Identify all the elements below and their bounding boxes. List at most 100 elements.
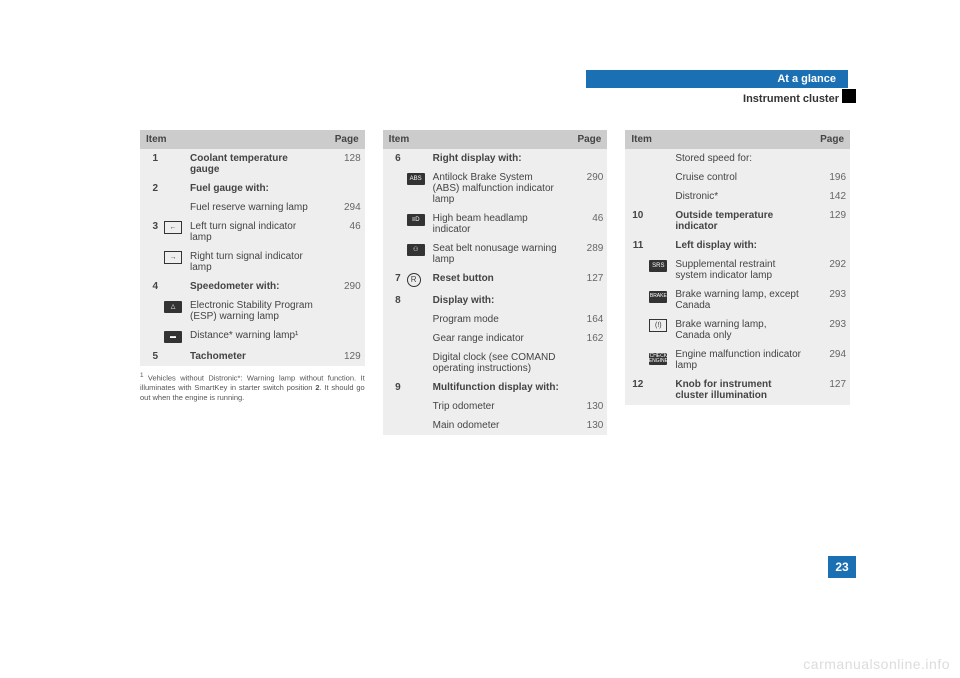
- row-page: [563, 149, 607, 168]
- table-2: Item Page 6Right display with:ABSAntiloc…: [383, 130, 608, 435]
- row-page: [321, 326, 365, 347]
- row-label: Program mode: [429, 310, 564, 329]
- table-row: Trip odometer130: [383, 397, 608, 416]
- row-page: 290: [321, 277, 365, 296]
- table-row: 8Display with:: [383, 291, 608, 310]
- row-label: Cruise control: [671, 168, 806, 187]
- row-num: [140, 247, 160, 277]
- row-page: 46: [563, 209, 607, 239]
- row-num: [625, 168, 645, 187]
- row-label: Left display with:: [671, 236, 806, 255]
- row-page: 130: [563, 416, 607, 435]
- row-num: [383, 209, 403, 239]
- row-page: 164: [563, 310, 607, 329]
- section-subtitle: Instrument cluster: [743, 90, 839, 108]
- row-icon: △: [160, 296, 186, 326]
- row-label: Brake warning lamp, except Canada: [671, 285, 806, 315]
- row-icon: [403, 348, 429, 378]
- table-row: 11Left display with:: [625, 236, 850, 255]
- row-num: [383, 348, 403, 378]
- row-num: [625, 345, 645, 375]
- row-num: [383, 397, 403, 416]
- row-icon: [645, 149, 671, 168]
- table-row: Program mode164: [383, 310, 608, 329]
- row-label: Supplemental restraint system indicator …: [671, 255, 806, 285]
- row-label: Fuel reserve warning lamp: [186, 198, 321, 217]
- row-num: 8: [383, 291, 403, 310]
- header-marker: [842, 89, 856, 103]
- row-page: 293: [806, 285, 850, 315]
- footnote-sup: 1: [140, 372, 143, 379]
- row-icon: [160, 277, 186, 296]
- row-num: 9: [383, 378, 403, 397]
- row-icon: [403, 397, 429, 416]
- row-label: Coolant temperature gauge: [186, 149, 321, 179]
- row-label: Reset button: [429, 269, 564, 291]
- row-page: 290: [563, 168, 607, 209]
- row-icon: CHECK ENGINE: [645, 345, 671, 375]
- row-page: 129: [321, 347, 365, 366]
- row-icon: ≡D: [403, 209, 429, 239]
- table-row: →Right turn signal indicator lamp: [140, 247, 365, 277]
- table-row: 9Multifunction display with:: [383, 378, 608, 397]
- row-icon: [403, 416, 429, 435]
- row-num: [383, 168, 403, 209]
- row-num: 5: [140, 347, 160, 366]
- row-icon: BRAKE: [645, 285, 671, 315]
- table-row: 3←Left turn signal indicator lamp46: [140, 217, 365, 247]
- table-row: Main odometer130: [383, 416, 608, 435]
- table-row: Distronic*142: [625, 187, 850, 206]
- table-row: 2Fuel gauge with:: [140, 179, 365, 198]
- row-icon: ⚇: [403, 239, 429, 269]
- row-num: [383, 239, 403, 269]
- row-label: Distance* warning lamp¹: [186, 326, 321, 347]
- table-row: (!)Brake warning lamp, Canada only293: [625, 315, 850, 345]
- row-page: [806, 236, 850, 255]
- table-row: Fuel reserve warning lamp294: [140, 198, 365, 217]
- row-num: [140, 296, 160, 326]
- table-row: 7RReset button127: [383, 269, 608, 291]
- row-num: [625, 285, 645, 315]
- row-label: Knob for instrument cluster illumination: [671, 375, 806, 405]
- th-page: Page: [806, 130, 850, 149]
- row-icon: [160, 149, 186, 179]
- column-2: Item Page 6Right display with:ABSAntiloc…: [383, 130, 608, 435]
- row-label: High beam headlamp indicator: [429, 209, 564, 239]
- row-num: 7: [383, 269, 403, 291]
- row-page: 127: [563, 269, 607, 291]
- row-page: [563, 291, 607, 310]
- row-page: 127: [806, 375, 850, 405]
- row-num: 12: [625, 375, 645, 405]
- row-icon: [645, 187, 671, 206]
- row-num: 4: [140, 277, 160, 296]
- row-page: 196: [806, 168, 850, 187]
- watermark: carmanualsonline.info: [803, 656, 950, 672]
- row-num: [383, 310, 403, 329]
- row-label: Gear range indicator: [429, 329, 564, 348]
- row-page: 129: [806, 206, 850, 236]
- table-row: Gear range indicator162: [383, 329, 608, 348]
- row-icon: ABS: [403, 168, 429, 209]
- table-row: 12 Knob for instrument cluster illuminati…: [625, 375, 850, 405]
- row-icon: →: [160, 247, 186, 277]
- row-page: 294: [321, 198, 365, 217]
- row-label: Main odometer: [429, 416, 564, 435]
- row-icon: ▬: [160, 326, 186, 347]
- section-tab: At a glance: [586, 70, 848, 88]
- table-row: △Electronic Stability Program (ESP) warn…: [140, 296, 365, 326]
- footnote: 1 Vehicles without Distronic*: Warning l…: [140, 372, 365, 403]
- row-icon: [160, 347, 186, 366]
- th-page: Page: [563, 130, 607, 149]
- row-label: Digital clock (see COMAND operating inst…: [429, 348, 564, 378]
- row-label: Speedometer with:: [186, 277, 321, 296]
- content-columns: Item Page 1Coolant temperature gauge1282…: [140, 130, 850, 435]
- row-num: [625, 255, 645, 285]
- row-icon: ←: [160, 217, 186, 247]
- row-label: Right turn signal indicator lamp: [186, 247, 321, 277]
- row-num: [383, 329, 403, 348]
- row-label: Outside temperature indicator: [671, 206, 806, 236]
- row-page: 292: [806, 255, 850, 285]
- table-row: Stored speed for:: [625, 149, 850, 168]
- row-label: Distronic*: [671, 187, 806, 206]
- row-icon: [403, 291, 429, 310]
